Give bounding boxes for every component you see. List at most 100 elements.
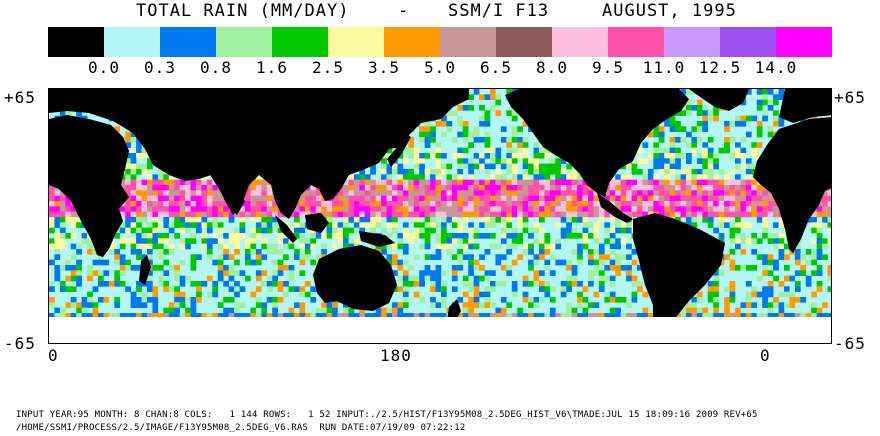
rain-cell xyxy=(696,121,703,127)
rain-cell xyxy=(511,110,518,116)
rain-cell xyxy=(402,259,409,266)
rain-cell xyxy=(680,153,687,159)
rain-cell xyxy=(696,297,703,303)
rain-cell xyxy=(582,297,589,303)
rain-cell xyxy=(457,233,464,239)
rain-cell xyxy=(136,233,142,239)
rain-cell xyxy=(364,179,371,186)
rain-cell xyxy=(566,227,572,234)
rain-cell xyxy=(141,201,148,207)
rain-cell xyxy=(462,195,469,202)
rain-cell xyxy=(152,286,159,292)
rain-cell xyxy=(767,254,774,260)
rain-cell xyxy=(495,99,502,106)
rain-cell xyxy=(54,222,61,228)
rain-cell xyxy=(620,227,627,234)
rain-cell xyxy=(310,238,317,244)
rain-cell xyxy=(70,313,77,319)
rain-cell xyxy=(653,174,660,180)
rain-cell xyxy=(707,211,714,218)
rain-cell xyxy=(528,313,534,319)
rain-cell xyxy=(794,281,801,287)
rain-cell xyxy=(348,307,355,314)
rain-cell xyxy=(315,313,322,319)
rain-cell xyxy=(751,115,758,122)
rain-cell xyxy=(800,270,807,276)
rain-cell xyxy=(81,233,88,239)
rain-cell xyxy=(756,201,763,207)
lon-label-right: 0 xyxy=(760,346,771,365)
rain-cell xyxy=(239,222,246,228)
rain-cell xyxy=(457,265,464,271)
rain-cell xyxy=(713,291,719,298)
rain-cell xyxy=(76,281,82,287)
rain-cell xyxy=(81,313,88,319)
rain-cell xyxy=(174,291,180,298)
rain-cell xyxy=(511,147,518,154)
rain-cell xyxy=(740,99,747,106)
rain-cell xyxy=(402,281,409,287)
rain-cell xyxy=(729,222,736,228)
rain-cell xyxy=(386,254,393,260)
rain-cell xyxy=(261,222,268,228)
rain-cell xyxy=(686,169,692,175)
rain-cell xyxy=(495,211,502,218)
rain-cell xyxy=(136,185,142,191)
rain-cell xyxy=(479,153,485,159)
rain-cell xyxy=(767,281,774,287)
rain-cell xyxy=(70,233,77,239)
rain-cell xyxy=(462,217,469,223)
rain-cell xyxy=(822,313,828,319)
rain-cell xyxy=(130,238,137,244)
rain-cell xyxy=(130,249,137,255)
rain-cell xyxy=(745,281,752,287)
rain-cell xyxy=(419,190,425,196)
rain-cell xyxy=(686,195,692,202)
legend-label-5: 3.5 xyxy=(368,58,400,77)
rain-cell xyxy=(713,163,719,170)
rain-cell xyxy=(59,281,66,287)
rain-cell xyxy=(789,313,796,319)
rain-cell xyxy=(680,137,687,143)
rain-cell xyxy=(163,233,170,239)
rain-cell xyxy=(484,190,491,196)
rain-cell xyxy=(462,281,469,287)
rain-cell xyxy=(212,286,219,292)
rain-cell xyxy=(136,265,142,271)
rain-cell xyxy=(255,313,262,319)
rain-cell xyxy=(533,302,540,308)
rain-cell xyxy=(560,211,567,218)
rain-cell xyxy=(446,185,453,191)
rain-cell xyxy=(294,313,300,319)
rain-cell xyxy=(168,286,175,292)
rain-cell xyxy=(615,313,621,319)
rain-cell xyxy=(424,217,431,223)
rain-cell xyxy=(462,126,469,132)
rain-cell xyxy=(544,153,551,159)
rain-cell xyxy=(778,313,785,319)
rain-cell xyxy=(724,190,730,196)
rain-cell xyxy=(609,195,616,202)
rain-cell xyxy=(702,105,709,111)
rain-cell xyxy=(261,195,268,202)
rain-cell xyxy=(577,190,583,196)
rain-cell xyxy=(190,297,197,303)
rain-cell xyxy=(631,201,638,207)
rain-cell xyxy=(740,153,747,159)
rain-cell xyxy=(506,137,513,143)
rain-cell xyxy=(141,206,148,212)
rain-cell xyxy=(201,185,208,191)
rain-cell xyxy=(773,233,779,239)
rain-cell xyxy=(375,313,382,319)
rain-cell xyxy=(500,174,507,180)
rain-cell xyxy=(299,254,306,260)
rain-cell xyxy=(332,211,338,218)
legend-swatch-8 xyxy=(496,27,552,57)
rain-cell xyxy=(539,313,545,319)
rain-cell xyxy=(773,121,779,127)
rain-cell xyxy=(473,259,480,266)
rain-cell xyxy=(250,307,257,314)
rain-cell xyxy=(147,179,153,186)
rain-cell xyxy=(261,206,268,212)
rain-cell xyxy=(255,275,262,282)
